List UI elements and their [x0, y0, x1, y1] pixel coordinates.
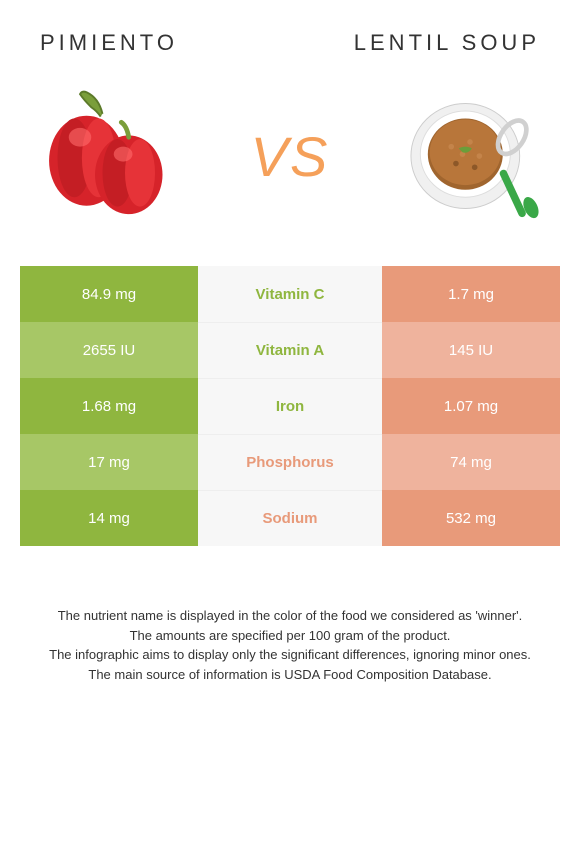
- comparison-table: 84.9 mgVitamin C1.7 mg2655 IUVitamin A14…: [20, 266, 560, 546]
- table-row: 1.68 mgIron1.07 mg: [20, 378, 560, 434]
- header: PIMIENTO LENTIL SOUP: [0, 0, 580, 66]
- right-food-title: LENTIL SOUP: [354, 30, 540, 56]
- table-row: 14 mgSodium532 mg: [20, 490, 560, 546]
- vs-label: VS: [251, 124, 330, 189]
- left-value-cell: 17 mg: [20, 434, 198, 490]
- lentil-soup-image: [390, 76, 550, 236]
- footer-line: The nutrient name is displayed in the co…: [20, 606, 560, 626]
- footer-line: The main source of information is USDA F…: [20, 665, 560, 685]
- nutrient-name-cell: Iron: [198, 378, 382, 434]
- nutrient-name-cell: Vitamin A: [198, 322, 382, 378]
- table-row: 17 mgPhosphorus74 mg: [20, 434, 560, 490]
- left-value-cell: 84.9 mg: [20, 266, 198, 322]
- right-value-cell: 145 IU: [382, 322, 560, 378]
- nutrient-name-cell: Vitamin C: [198, 266, 382, 322]
- left-food-title: PIMIENTO: [40, 30, 178, 56]
- table-row: 2655 IUVitamin A145 IU: [20, 322, 560, 378]
- table-row: 84.9 mgVitamin C1.7 mg: [20, 266, 560, 322]
- right-value-cell: 1.07 mg: [382, 378, 560, 434]
- left-value-cell: 1.68 mg: [20, 378, 198, 434]
- left-value-cell: 14 mg: [20, 490, 198, 546]
- right-value-cell: 74 mg: [382, 434, 560, 490]
- footer-notes: The nutrient name is displayed in the co…: [0, 546, 580, 684]
- footer-line: The amounts are specified per 100 gram o…: [20, 626, 560, 646]
- right-value-cell: 1.7 mg: [382, 266, 560, 322]
- left-value-cell: 2655 IU: [20, 322, 198, 378]
- right-value-cell: 532 mg: [382, 490, 560, 546]
- nutrient-name-cell: Sodium: [198, 490, 382, 546]
- footer-line: The infographic aims to display only the…: [20, 645, 560, 665]
- nutrient-name-cell: Phosphorus: [198, 434, 382, 490]
- pimiento-image: [30, 76, 190, 236]
- images-row: VS: [0, 66, 580, 256]
